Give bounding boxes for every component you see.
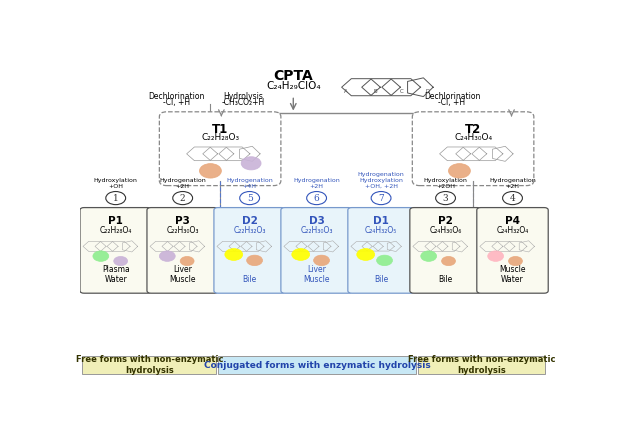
Text: D3: D3	[308, 216, 324, 226]
Text: C₂₄H₃₂O₅: C₂₄H₃₂O₅	[365, 226, 397, 235]
Text: Hydrolysis: Hydrolysis	[224, 92, 264, 101]
Text: C₂₄H₂₉ClO₄: C₂₄H₂₉ClO₄	[266, 81, 321, 91]
Circle shape	[200, 164, 221, 178]
FancyBboxPatch shape	[281, 207, 352, 293]
Circle shape	[356, 249, 374, 260]
Text: Liver
Muscle: Liver Muscle	[303, 265, 330, 284]
Text: C: C	[399, 89, 403, 94]
Text: Hydrogenation
+2H: Hydrogenation +2H	[489, 178, 536, 189]
Text: C₂₄H₃₀O₆: C₂₄H₃₀O₆	[429, 226, 461, 235]
Text: C₂₂H₂₈O₄: C₂₂H₂₈O₄	[100, 226, 132, 235]
Text: A: A	[344, 89, 348, 94]
Circle shape	[509, 256, 522, 266]
Text: P3: P3	[175, 216, 190, 226]
Circle shape	[159, 251, 175, 262]
FancyBboxPatch shape	[80, 207, 152, 293]
Text: C₂₄H₃₀O₄: C₂₄H₃₀O₄	[454, 133, 492, 142]
Circle shape	[449, 164, 470, 178]
Text: D1: D1	[373, 216, 389, 226]
Text: 2: 2	[180, 193, 186, 203]
Circle shape	[436, 192, 456, 204]
Text: 5: 5	[246, 193, 253, 203]
Circle shape	[93, 251, 109, 262]
Text: Conjugated forms with enzymatic hydrolysis: Conjugated forms with enzymatic hydrolys…	[204, 361, 431, 370]
Text: -Cl, +H: -Cl, +H	[438, 98, 465, 107]
Text: C₂₂H₃₀O₃: C₂₂H₃₀O₃	[300, 226, 333, 235]
Text: T2: T2	[465, 123, 481, 135]
Text: C₂₂H₃₀O₃: C₂₂H₃₀O₃	[166, 226, 199, 235]
Text: Plasma
Water: Plasma Water	[102, 265, 129, 284]
Text: Bile: Bile	[438, 275, 452, 284]
FancyBboxPatch shape	[147, 207, 218, 293]
Text: Hydrogenation
+2H: Hydrogenation +2H	[293, 178, 340, 189]
Circle shape	[240, 192, 260, 204]
Text: Bile: Bile	[374, 275, 388, 284]
Circle shape	[420, 251, 436, 262]
Text: Hydrogenation
Hydroxylation
+OH, +2H: Hydrogenation Hydroxylation +OH, +2H	[358, 172, 404, 189]
Circle shape	[292, 249, 310, 260]
Text: Dechlorination: Dechlorination	[424, 92, 480, 101]
FancyBboxPatch shape	[412, 112, 534, 186]
Circle shape	[114, 256, 127, 266]
Circle shape	[307, 192, 326, 204]
Text: P1: P1	[108, 216, 123, 226]
Text: Hydroxylation
+2OH: Hydroxylation +2OH	[424, 178, 467, 189]
Circle shape	[371, 192, 391, 204]
FancyBboxPatch shape	[410, 207, 481, 293]
Text: C₂₂H₂₈O₃: C₂₂H₂₈O₃	[201, 133, 239, 142]
Circle shape	[488, 251, 504, 262]
Text: C₂₂H₃₂O₃: C₂₂H₃₂O₃	[234, 226, 266, 235]
Circle shape	[173, 192, 193, 204]
Text: CPTA: CPTA	[273, 69, 313, 83]
Text: 7: 7	[378, 193, 384, 203]
Text: D: D	[425, 89, 429, 94]
FancyBboxPatch shape	[477, 207, 548, 293]
Circle shape	[376, 255, 392, 266]
Text: Hydrogenation
+2H: Hydrogenation +2H	[159, 178, 206, 189]
Text: Hydrogenation
+4H: Hydrogenation +4H	[227, 178, 273, 189]
Text: Hydroxylation
+OH: Hydroxylation +OH	[94, 178, 138, 189]
Circle shape	[314, 255, 330, 266]
Text: Free forms with non-enzymatic
hydrolysis: Free forms with non-enzymatic hydrolysis	[76, 356, 223, 375]
Text: Bile: Bile	[243, 275, 257, 284]
Circle shape	[225, 249, 243, 260]
Circle shape	[180, 256, 194, 266]
Text: P4: P4	[505, 216, 520, 226]
FancyBboxPatch shape	[218, 356, 416, 374]
Circle shape	[106, 192, 125, 204]
Text: Free forms with non-enzymatic
hydrolysis: Free forms with non-enzymatic hydrolysis	[408, 356, 556, 375]
Text: B: B	[373, 89, 377, 94]
Text: P2: P2	[438, 216, 453, 226]
FancyBboxPatch shape	[214, 207, 285, 293]
Circle shape	[502, 192, 522, 204]
FancyBboxPatch shape	[83, 356, 216, 374]
Text: -Cl, +H: -Cl, +H	[163, 98, 190, 107]
Text: 6: 6	[314, 193, 319, 203]
Text: D2: D2	[242, 216, 257, 226]
Circle shape	[246, 255, 262, 266]
Text: 1: 1	[113, 193, 118, 203]
Circle shape	[442, 256, 456, 266]
FancyBboxPatch shape	[418, 356, 545, 374]
Text: T1: T1	[212, 123, 228, 135]
Text: Liver
Muscle: Liver Muscle	[170, 265, 196, 284]
Text: 3: 3	[443, 193, 449, 203]
Text: 4: 4	[509, 193, 515, 203]
FancyBboxPatch shape	[348, 207, 414, 293]
Text: C₂₄H₃₂O₄: C₂₄H₃₂O₄	[497, 226, 529, 235]
Text: Muscle
Water: Muscle Water	[499, 265, 526, 284]
Text: -CH₃CO₂+H: -CH₃CO₂+H	[222, 98, 266, 107]
FancyBboxPatch shape	[159, 112, 281, 186]
Circle shape	[241, 157, 261, 170]
Text: Dechlorination: Dechlorination	[148, 92, 205, 101]
